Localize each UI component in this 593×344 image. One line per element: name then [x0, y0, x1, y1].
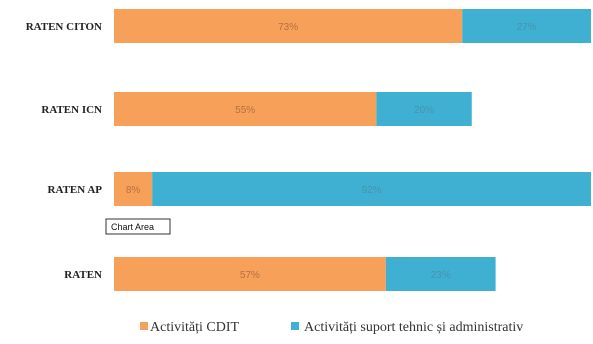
bar-segment[interactable] — [114, 172, 153, 206]
bar-segment[interactable] — [114, 257, 386, 291]
bar-segment[interactable] — [385, 257, 496, 291]
data-label: 27% — [517, 22, 537, 33]
category-label: RATEN — [64, 269, 102, 281]
data-label: 92% — [362, 185, 382, 196]
chart-area-tooltip-text: Chart Area — [111, 222, 154, 232]
bar-segment[interactable] — [376, 92, 472, 126]
legend-swatch — [291, 322, 299, 330]
category-label: RATEN AP — [48, 184, 103, 196]
data-label: 73% — [278, 22, 298, 33]
data-label: 8% — [126, 185, 141, 196]
data-label: 55% — [235, 105, 255, 116]
bar-segment[interactable] — [152, 172, 591, 206]
legend-swatch — [140, 322, 148, 330]
category-label: RATEN ICN — [41, 104, 102, 116]
category-label: RATEN CITON — [26, 21, 102, 33]
bar-segment[interactable] — [114, 9, 463, 43]
bar-segment[interactable] — [114, 92, 377, 126]
legend-label: Activități CDIT — [150, 320, 239, 335]
data-label: 20% — [414, 105, 434, 116]
bar-segment[interactable] — [462, 9, 591, 43]
chart-area-tooltip — [105, 218, 171, 235]
legend-label: Activități suport tehnic și administrati… — [304, 320, 523, 335]
data-label: 23% — [431, 270, 451, 281]
data-label: 57% — [240, 270, 260, 281]
